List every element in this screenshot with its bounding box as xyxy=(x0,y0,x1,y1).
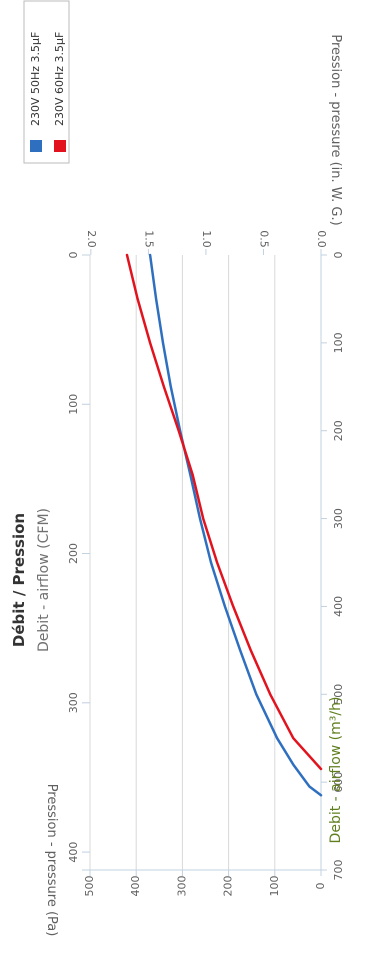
y-axis-title: Pression - pressure (Pa) xyxy=(44,784,59,937)
y-tick-label: 500 xyxy=(83,876,96,897)
x-tick-label: 400 xyxy=(332,596,345,617)
inwg-tick-label: 0.5 xyxy=(257,230,270,248)
x-axis-title: Debit - airflow (m³/h) xyxy=(328,697,344,844)
inwg-tick-label: 0.0 xyxy=(315,230,328,248)
legend: 230V 50Hz 3.5µF 230V 60Hz 3.5µF xyxy=(23,0,70,164)
legend-swatch-2 xyxy=(54,140,66,152)
grid-lines xyxy=(89,255,322,870)
y-tick-label: 200 xyxy=(222,876,235,897)
tick-labels: 0100200300400500600700010020030040050001… xyxy=(67,230,345,896)
axis-lines xyxy=(82,249,327,876)
series-line-1 xyxy=(148,253,323,797)
series-line-2 xyxy=(125,253,323,771)
y-axis-secondary-title: Pression - pressure (in. W. G.) xyxy=(328,34,343,225)
cfm-tick-label: 300 xyxy=(67,692,80,713)
legend-box xyxy=(23,0,70,164)
x-tick-label: 600 xyxy=(332,772,345,793)
x-tick-label: 700 xyxy=(332,860,345,881)
cfm-tick-label: 100 xyxy=(67,394,80,415)
y-tick-label: 400 xyxy=(129,876,142,897)
y-tick-label: 0 xyxy=(314,883,327,890)
x-tick-label: 300 xyxy=(332,508,345,529)
plot-area xyxy=(82,249,327,876)
inwg-tick-label: 2.0 xyxy=(85,230,98,248)
x-tick-label: 500 xyxy=(332,684,345,705)
x-tick-label: 100 xyxy=(332,332,345,353)
x-tick-label: 200 xyxy=(332,420,345,441)
inwg-tick-label: 1.0 xyxy=(200,230,213,248)
y-tick-label: 300 xyxy=(175,876,188,897)
x-tick-label: 0 xyxy=(332,252,345,259)
cfm-tick-label: 200 xyxy=(67,543,80,564)
chart-title: Débit / Pression xyxy=(10,513,28,647)
legend-swatch-1 xyxy=(30,140,42,152)
series-layer xyxy=(125,253,323,797)
cfm-tick-label: 400 xyxy=(67,842,80,863)
legend-label-2: 230V 60Hz 3.5µF xyxy=(53,32,66,126)
legend-label-1: 230V 50Hz 3.5µF xyxy=(29,32,42,126)
chart-subtitle: Debit - airflow (CFM) xyxy=(36,508,52,652)
y-tick-label: 100 xyxy=(268,876,281,897)
cfm-tick-label: 0 xyxy=(67,252,80,259)
inwg-tick-label: 1.5 xyxy=(142,230,155,248)
